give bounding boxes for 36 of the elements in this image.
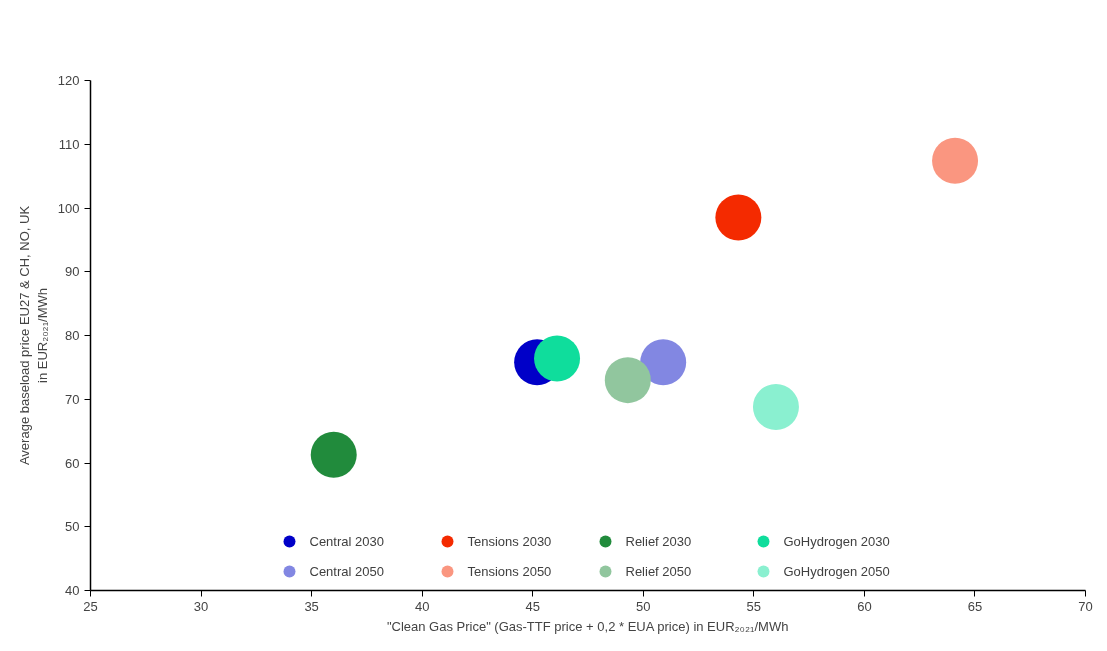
y-tick-label: 80 [65, 328, 80, 343]
y-tick-label: 120 [57, 73, 80, 88]
y-axis-title: Average baseload price EU27 & CH, NO, UK in EUR₂₀₂₁/MWh [16, 205, 50, 466]
y-tick-label: 50 [65, 519, 80, 535]
legend-label: Tensions 2050 [467, 563, 553, 579]
point [604, 357, 651, 404]
point [640, 339, 687, 386]
point [310, 431, 357, 478]
legend-label: Relief 2030 [625, 533, 693, 549]
y-tick-label: 110 [58, 136, 80, 152]
point [752, 383, 799, 430]
x-tick-label: 65 [967, 598, 983, 614]
x-tick-label: 35 [304, 598, 319, 614]
point [932, 137, 979, 184]
x-tick-label: 60 [857, 598, 872, 614]
legend-label: Central 2050 [309, 563, 385, 579]
legend-label: Tensions 2030 [467, 533, 553, 549]
y-tick-label: 70 [65, 391, 80, 407]
x-tick-label: 45 [525, 598, 540, 614]
legend-label: Central 2030 [309, 533, 385, 549]
y-tick-label: 60 [65, 455, 80, 471]
legend-label: Relief 2050 [625, 563, 693, 579]
x-axis-title: "Clean Gas Price" (Gas-TTF price + 0,2 * EUA price) in EUR₂₀₂₁/MWh [386, 618, 789, 634]
legend-label: GoHydrogen 2030 [783, 533, 891, 549]
x-tick-label: 55 [746, 598, 762, 614]
x-tick-label: 70 [1078, 598, 1093, 614]
x-tick-label: 25 [83, 598, 98, 614]
y-tick-label: 40 [65, 583, 80, 598]
y-tick-label: 90 [65, 264, 80, 280]
point [534, 335, 581, 382]
x-tick-label: 50 [636, 598, 651, 614]
point [715, 194, 762, 241]
x-tick-label: 30 [193, 598, 209, 614]
legend-label: GoHydrogen 2050 [783, 563, 891, 579]
y-tick-label: 100 [57, 200, 80, 216]
x-tick-label: 40 [414, 598, 430, 614]
